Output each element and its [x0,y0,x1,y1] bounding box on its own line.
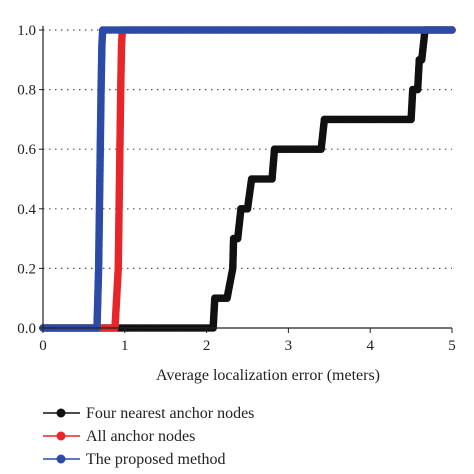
x-tick-label-0: 0 [39,338,47,354]
x-tick-label-2: 2 [203,338,211,354]
y-tick-label-3: 0.6 [17,142,36,158]
y-tick-label-2: 0.4 [17,202,36,218]
legend-marker [56,431,66,441]
legend-label: All anchor nodes [86,428,195,445]
legend-label: The proposed method [86,451,226,468]
legend: Four nearest anchor nodes All anchor node… [43,405,254,468]
x-tick-label-5: 5 [448,338,456,354]
legend-marker [56,454,66,464]
y-tick-label-5: 1.0 [17,23,36,39]
series-the-proposed-method [39,26,456,332]
x-tick-label-4: 4 [366,338,374,354]
legend-item-four-nearest-anchor-nodes: Four nearest anchor nodes [43,405,254,422]
data-point-320 [448,26,456,34]
legend-label: Four nearest anchor nodes [86,405,254,422]
legend-marker [56,408,66,418]
axes [42,26,452,329]
x-axis-label: Average localization error (meters) [156,367,380,384]
legend-item-the-proposed-method: The proposed method [43,451,226,468]
y-tick-label-0: 0.0 [17,321,36,337]
y-tick-label-4: 0.8 [17,83,36,99]
y-tick-label-1: 0.2 [17,261,36,277]
tick-labels: 0.0 0.2 0.4 0.6 0.8 1.0 0 1 2 3 4 5 [17,23,456,354]
series-layer [39,26,456,332]
x-tick-label-1: 1 [121,338,129,354]
legend-item-all-anchor-nodes: All anchor nodes [43,428,195,445]
x-tick-label-3: 3 [285,338,293,354]
